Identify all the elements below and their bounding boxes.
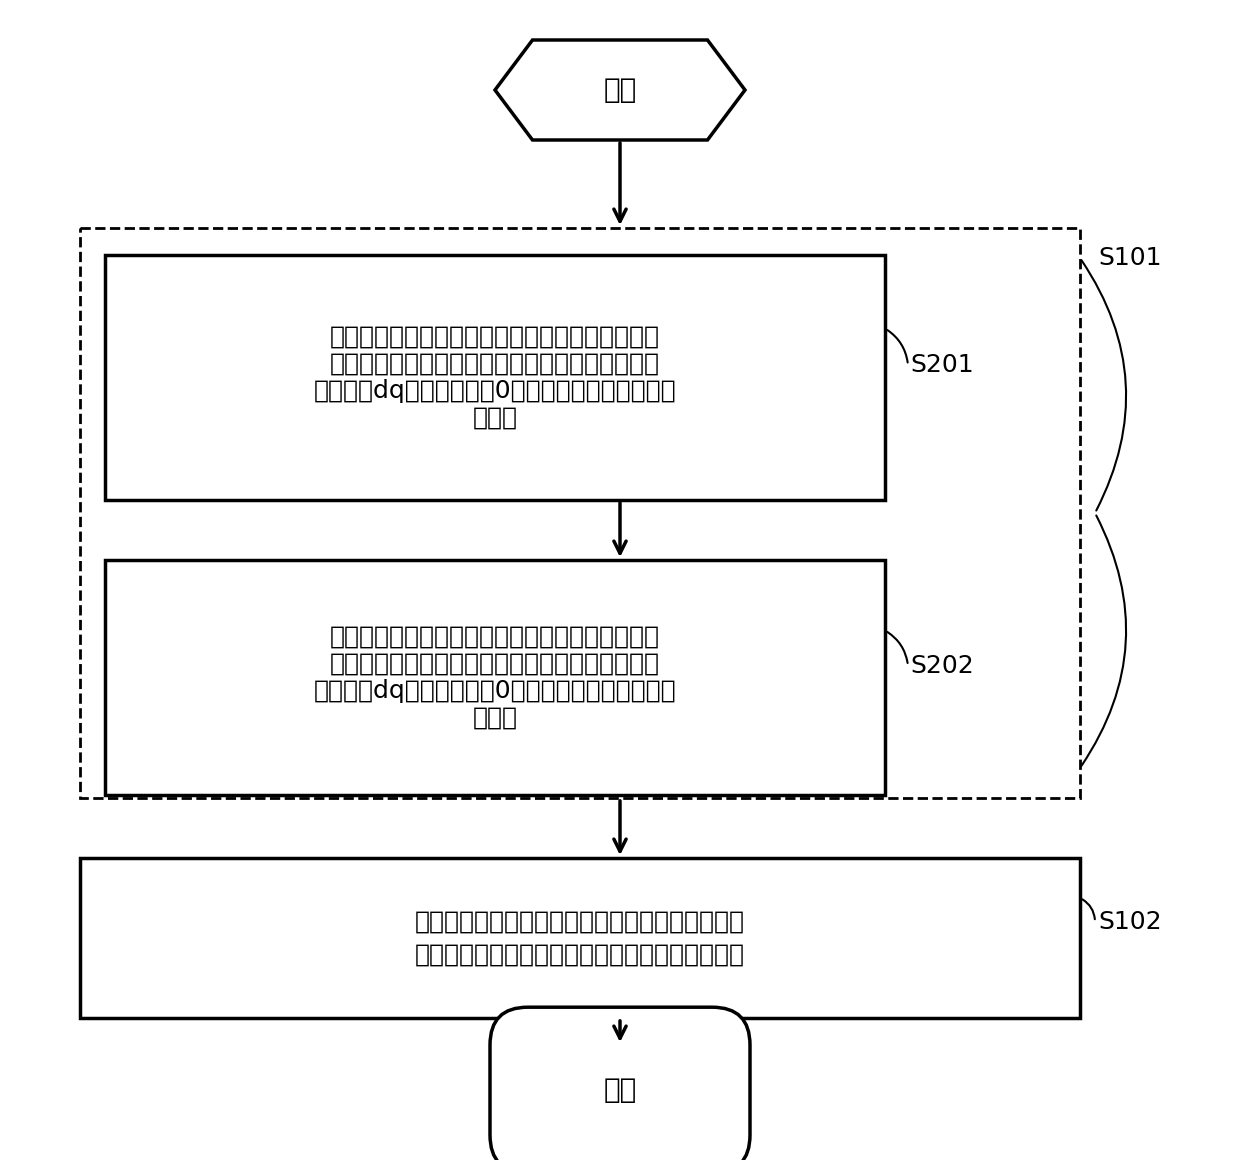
Text: 控制测功机拖动永磁同步电机运行在反向上的特定: 控制测功机拖动永磁同步电机运行在反向上的特定 — [330, 625, 660, 648]
Text: 转速，并在电机控制器工作于电流环模式且永磁同: 转速，并在电机控制器工作于电流环模式且永磁同 — [330, 652, 660, 676]
FancyBboxPatch shape — [490, 1007, 750, 1160]
Text: 开始: 开始 — [604, 77, 636, 104]
Text: 位置角的预设初始值，计算得到初始位置角标定值: 位置角的预设初始值，计算得到初始位置角标定值 — [415, 942, 745, 966]
Text: 控制测功机拖动永磁同步电机运行在正向上的特定: 控制测功机拖动永磁同步电机运行在正向上的特定 — [330, 325, 660, 349]
Text: 输出值: 输出值 — [472, 406, 517, 430]
Text: S202: S202 — [910, 654, 973, 677]
Text: S101: S101 — [1097, 246, 1162, 270]
Text: 依据正反两个方向所对应的电流环输出值以及初始: 依据正反两个方向所对应的电流环输出值以及初始 — [415, 909, 745, 934]
Bar — [105, 560, 885, 795]
Text: 输出值: 输出值 — [472, 706, 517, 730]
Text: 转速，并在电机控制器工作于电流环模式且永磁同: 转速，并在电机控制器工作于电流环模式且永磁同 — [330, 351, 660, 376]
Bar — [105, 255, 885, 500]
Text: S102: S102 — [1097, 909, 1162, 934]
Bar — [81, 229, 1080, 798]
Text: 步电机的dq轴电流指令为0时，获取正向时的电流环: 步电机的dq轴电流指令为0时，获取正向时的电流环 — [314, 379, 676, 403]
Bar — [81, 858, 1080, 1018]
Text: 步电机的dq轴电流指令为0时，获取反向时的电流环: 步电机的dq轴电流指令为0时，获取反向时的电流环 — [314, 679, 676, 703]
Text: 结束: 结束 — [604, 1076, 636, 1104]
Polygon shape — [495, 39, 745, 140]
Text: S201: S201 — [910, 354, 973, 377]
